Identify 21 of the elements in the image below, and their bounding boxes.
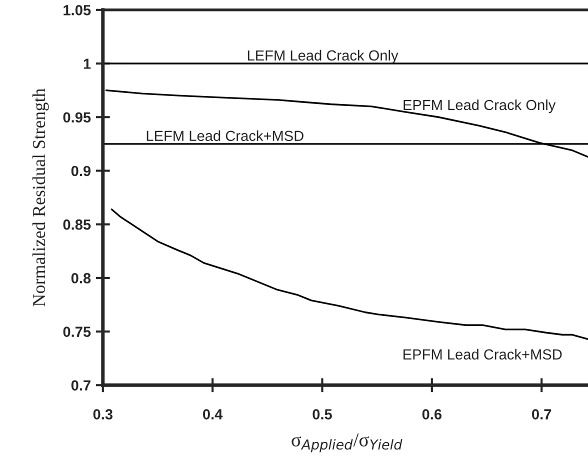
x-axis-title: σ$_{Applied}$/σ$_{Yield}$ — [292, 433, 402, 452]
y-tick-label: 0.7 — [71, 380, 90, 391]
y-tick-label: 0.95 — [63, 112, 91, 123]
line-series — [105, 89, 588, 158]
y-tick-label: 1 — [84, 58, 91, 69]
y-tick-label: 0.8 — [71, 273, 91, 284]
x-tick-label: 0.4 — [203, 409, 223, 420]
y-tick-label: 0.85 — [63, 219, 91, 230]
line-series — [110, 208, 588, 340]
y-tick-label: 0.9 — [71, 166, 91, 176]
x-tick-label: 0.3 — [93, 409, 113, 420]
x-tick-label: 0.6 — [422, 409, 442, 420]
ref-line-label: LEFM Lead Crack+MSD — [146, 130, 304, 142]
y-axis-title: Normalized Residual Strength — [32, 88, 49, 306]
series-label: EPFM Lead Crack Only — [404, 99, 556, 114]
x-tick-label: 0.5 — [312, 409, 332, 420]
ref-line-label: LEFM Lead Crack Only — [248, 50, 398, 64]
y-tick-label: 1.05 — [64, 5, 91, 16]
x-tick-label: 0.7 — [532, 409, 552, 420]
y-tick-label: 0.75 — [63, 326, 91, 337]
series-label: EPFM Lead Crack+MSD — [404, 348, 562, 360]
